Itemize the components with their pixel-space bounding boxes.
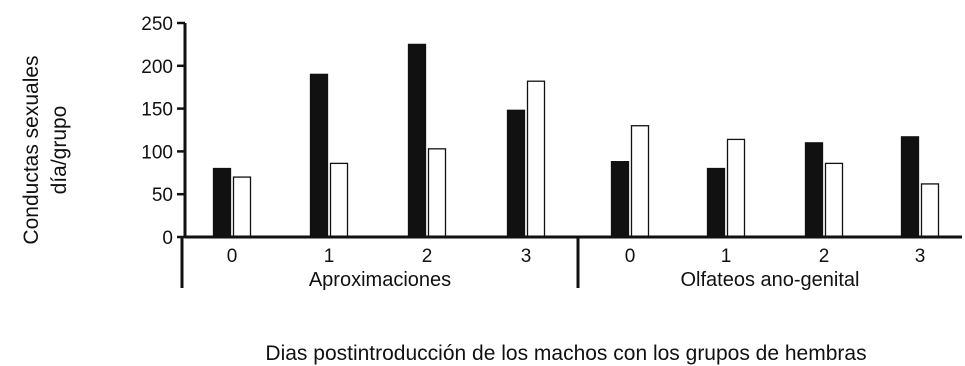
x-tick-label-g1-3: 3 bbox=[521, 246, 532, 267]
bar-series-2-cat-5 bbox=[630, 125, 650, 238]
bar-series-2-cat-1 bbox=[232, 176, 252, 238]
bar-series-2-cat-7 bbox=[824, 162, 844, 238]
x-tick-label-g1-1: 1 bbox=[324, 246, 335, 267]
y-tick-label-150: 150 bbox=[141, 100, 173, 121]
bar-series-1-cat-5 bbox=[610, 161, 630, 238]
y-tick-label-200: 200 bbox=[141, 57, 173, 78]
y-axis-label-line1: Conductas sexuales bbox=[20, 55, 43, 244]
bar-series-1-cat-1 bbox=[212, 167, 232, 238]
bar-series-2-cat-3 bbox=[427, 148, 447, 238]
group-label-1: Aproximaciones bbox=[309, 269, 451, 291]
axes-layer: 0 50 100 150 200 250 0 1 2 3 Aproximaciones 0 1 2 3 Olf… bbox=[141, 14, 962, 291]
y-axis-label-line2: día/grupo bbox=[48, 106, 71, 195]
bar-series-1-cat-2 bbox=[309, 73, 329, 238]
y-tick-label-100: 100 bbox=[141, 142, 173, 163]
x-tick-label-g2-1: 1 bbox=[721, 246, 732, 267]
group-label-2: Olfateos ano-genital bbox=[680, 269, 859, 291]
bar-series-2-cat-6 bbox=[726, 138, 746, 238]
bar-series-1-cat-7 bbox=[804, 142, 824, 238]
bar-series-1-cat-6 bbox=[706, 167, 726, 238]
x-axis-label: Dias postintroducción de los machos con … bbox=[265, 342, 866, 365]
labels-layer: Conductas sexuales día/grupo Dias postin… bbox=[20, 55, 867, 365]
bar-series-2-cat-4 bbox=[526, 80, 546, 238]
bars-layer bbox=[212, 43, 940, 238]
y-tick-label-250: 250 bbox=[141, 14, 173, 35]
x-tick-label-g1-2: 2 bbox=[422, 246, 433, 267]
y-tick-label-0: 0 bbox=[162, 228, 173, 249]
bar-series-2-cat-2 bbox=[329, 162, 349, 238]
x-tick-label-g1-0: 0 bbox=[227, 246, 238, 267]
bar-series-1-cat-3 bbox=[407, 43, 427, 238]
x-tick-label-g2-3: 3 bbox=[915, 246, 926, 267]
y-tick-label-50: 50 bbox=[152, 185, 173, 206]
bar-series-1-cat-4 bbox=[506, 109, 526, 238]
x-tick-label-g2-0: 0 bbox=[625, 246, 636, 267]
bar-series-2-cat-8 bbox=[920, 183, 940, 238]
x-tick-label-g2-2: 2 bbox=[819, 246, 830, 267]
bar-series-1-cat-8 bbox=[900, 136, 920, 238]
